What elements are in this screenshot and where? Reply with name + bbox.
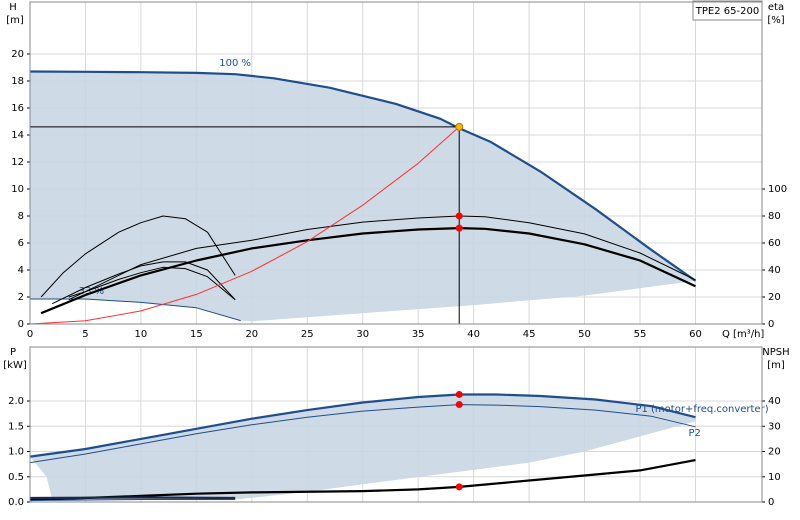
y2-axis-label: NPSH xyxy=(762,347,789,358)
y-tick-label: 1.5 xyxy=(8,421,24,432)
y2-axis-unit: [%] xyxy=(767,15,784,26)
curve-label: 100 % xyxy=(219,58,251,69)
y2-tick-label: 20 xyxy=(768,447,781,458)
x-tick-label: 50 xyxy=(578,329,591,340)
x-tick-label: 0 xyxy=(27,329,33,340)
curve xyxy=(29,499,236,501)
x-tick-label: 60 xyxy=(689,329,702,340)
y2-tick-label: 30 xyxy=(768,421,781,432)
duty-point xyxy=(455,390,463,398)
duty-point xyxy=(455,212,463,220)
curve xyxy=(30,298,241,322)
duty-point xyxy=(455,401,463,409)
x-tick-label: 15 xyxy=(190,329,203,340)
y-axis-unit: [kW] xyxy=(3,360,27,371)
x-tick-label: 55 xyxy=(634,329,647,340)
x-tick-label: 40 xyxy=(467,329,480,340)
y2-tick-label: 40 xyxy=(768,265,781,276)
y2-tick-label: 0 xyxy=(768,497,774,508)
y-tick-label: 8 xyxy=(18,211,24,222)
curve xyxy=(29,496,236,500)
y-tick-label: 0 xyxy=(18,319,24,330)
operating-range xyxy=(30,71,696,322)
y2-tick-label: 100 xyxy=(768,184,787,195)
y-tick-label: 18 xyxy=(11,76,24,87)
y-tick-label: 16 xyxy=(11,103,24,114)
x-tick-label: 20 xyxy=(245,329,258,340)
x-tick-label: 45 xyxy=(523,329,536,340)
y2-tick-label: 60 xyxy=(768,238,781,249)
x-tick-label: 5 xyxy=(82,329,88,340)
curve xyxy=(29,404,696,464)
operating-range xyxy=(30,394,696,500)
y-tick-label: 12 xyxy=(11,157,24,168)
y-axis-label: H xyxy=(9,2,17,13)
x-axis-label: Q [m³/h] xyxy=(722,329,764,340)
y2-tick-label: 20 xyxy=(768,292,781,303)
x-tick-label: 30 xyxy=(356,329,369,340)
y2-tick-label: 40 xyxy=(768,396,781,407)
y-tick-label: 14 xyxy=(11,130,24,141)
duty-point xyxy=(455,122,464,131)
chart-title: TPE2 65-200 xyxy=(695,6,759,17)
curve xyxy=(29,126,460,325)
curve xyxy=(29,459,696,502)
curve xyxy=(40,215,236,298)
y2-tick-label: 80 xyxy=(768,211,781,222)
curve-label: 33 % xyxy=(79,286,104,297)
y-tick-label: 1.0 xyxy=(8,447,24,458)
curve xyxy=(29,393,696,458)
curve xyxy=(51,261,236,305)
y-axis-unit: [m] xyxy=(6,15,24,26)
curve-label: P1 (motor+freq.converter) xyxy=(635,404,768,415)
y-tick-label: 10 xyxy=(11,184,24,195)
x-tick-label: 35 xyxy=(412,329,425,340)
x-tick-label: 25 xyxy=(301,329,314,340)
y-tick-label: 6 xyxy=(18,238,24,249)
y-axis-label: P xyxy=(10,347,16,358)
curve xyxy=(40,227,696,315)
y2-tick-label: 10 xyxy=(768,472,781,483)
duty-point xyxy=(455,483,463,491)
curve-label: P2 xyxy=(688,428,700,439)
y-tick-label: 2 xyxy=(18,292,24,303)
y-tick-label: 0.5 xyxy=(8,472,24,483)
curve xyxy=(68,215,696,301)
x-tick-label: 10 xyxy=(135,329,148,340)
plot-frame xyxy=(29,346,763,503)
y2-axis-label: eta xyxy=(768,2,784,13)
y2-axis-unit: [m] xyxy=(767,360,785,371)
y2-tick-label: 0 xyxy=(768,319,774,330)
duty-point xyxy=(455,224,463,232)
y-tick-label: 2.0 xyxy=(8,396,24,407)
y-tick-label: 4 xyxy=(18,265,24,276)
y-tick-label: 0.0 xyxy=(8,497,24,508)
plot-frame xyxy=(29,1,763,325)
y-tick-label: 20 xyxy=(11,49,24,60)
curve xyxy=(29,70,697,282)
curve xyxy=(68,266,236,301)
